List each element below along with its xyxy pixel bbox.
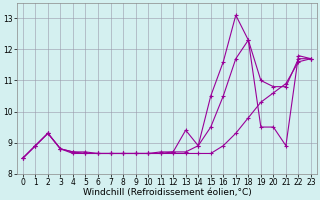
X-axis label: Windchill (Refroidissement éolien,°C): Windchill (Refroidissement éolien,°C) (83, 188, 251, 197)
